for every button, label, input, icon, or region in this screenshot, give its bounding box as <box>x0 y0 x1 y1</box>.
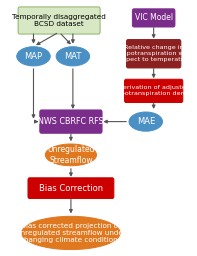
Text: Relative change in
evapotranspiration with
respect to temperature: Relative change in evapotranspiration wi… <box>115 46 192 62</box>
Text: NWS CBRFC RFS: NWS CBRFC RFS <box>38 117 104 126</box>
Ellipse shape <box>129 112 163 131</box>
Text: MAE: MAE <box>137 117 155 126</box>
Text: Unregulated
Streamflow: Unregulated Streamflow <box>47 145 95 165</box>
Ellipse shape <box>45 144 97 166</box>
FancyBboxPatch shape <box>40 110 102 133</box>
FancyBboxPatch shape <box>28 178 114 199</box>
Text: Bias Correction: Bias Correction <box>39 184 103 193</box>
Text: Derivation of adjusted
evapotranspiration demand: Derivation of adjusted evapotranspiratio… <box>109 86 197 96</box>
Ellipse shape <box>56 47 90 66</box>
Text: Temporally disaggregated
BCSD dataset: Temporally disaggregated BCSD dataset <box>12 14 106 27</box>
Text: MAT: MAT <box>64 52 82 61</box>
Ellipse shape <box>17 47 50 66</box>
Text: MAP: MAP <box>24 52 43 61</box>
FancyBboxPatch shape <box>125 79 183 102</box>
Text: VIC Model: VIC Model <box>135 13 173 23</box>
FancyBboxPatch shape <box>132 9 175 27</box>
FancyBboxPatch shape <box>18 7 100 34</box>
Ellipse shape <box>22 216 120 250</box>
Text: Bias corrected projection of
unregulated streamflow under
changing climate condi: Bias corrected projection of unregulated… <box>16 223 126 243</box>
FancyBboxPatch shape <box>126 39 181 68</box>
